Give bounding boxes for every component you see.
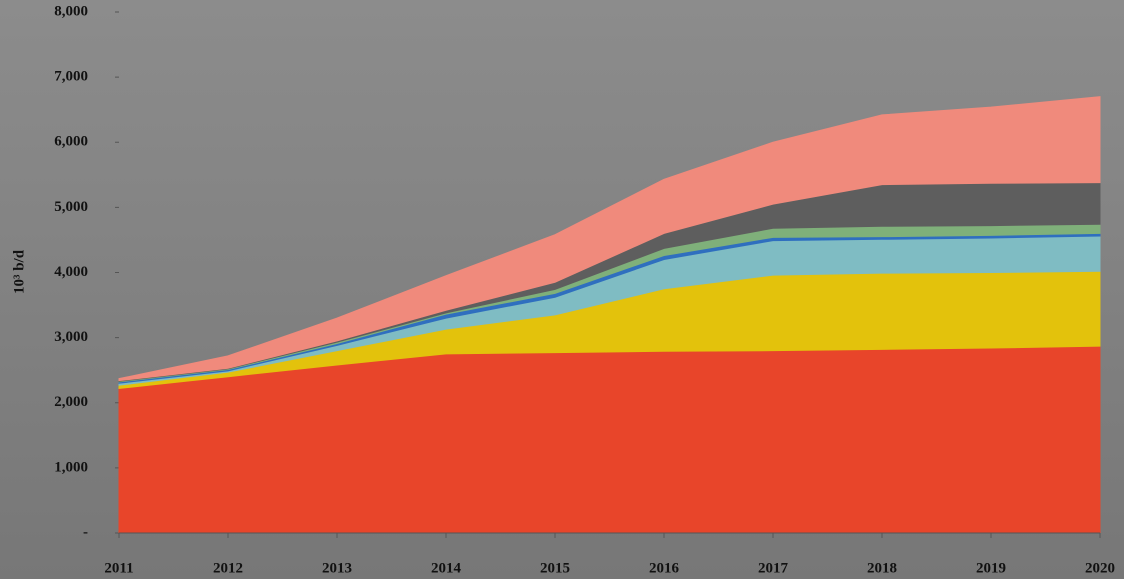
y-tick-label: 1,000 — [54, 459, 88, 475]
x-tick-label: 2013 — [322, 560, 352, 576]
x-tick-label: 2016 — [649, 560, 680, 576]
y-tick-label: - — [83, 524, 88, 540]
area — [118, 96, 1101, 382]
y-tick-label: 3,000 — [54, 329, 88, 345]
x-tick-label: 2019 — [976, 560, 1006, 576]
x-tick-label: 2011 — [104, 560, 133, 576]
x-tick-label: 2018 — [867, 560, 897, 576]
y-axis-label: 10³ b/d — [11, 249, 27, 294]
x-tick-label: 2017 — [758, 560, 789, 576]
y-tick-label: 7,000 — [54, 69, 88, 85]
y-tick-label: 2,000 — [54, 394, 88, 410]
area — [118, 345, 1101, 534]
x-tick-label: 2014 — [431, 560, 462, 576]
x-tick-label: 2012 — [213, 560, 243, 576]
y-tick-label: 5,000 — [54, 199, 88, 215]
y-tick-label: 8,000 — [54, 3, 88, 19]
y-tick-label: 4,000 — [54, 264, 88, 280]
y-tick-label: 6,000 — [54, 134, 88, 150]
x-tick-label: 2015 — [540, 560, 570, 576]
x-tick-label: 2020 — [1085, 560, 1115, 576]
